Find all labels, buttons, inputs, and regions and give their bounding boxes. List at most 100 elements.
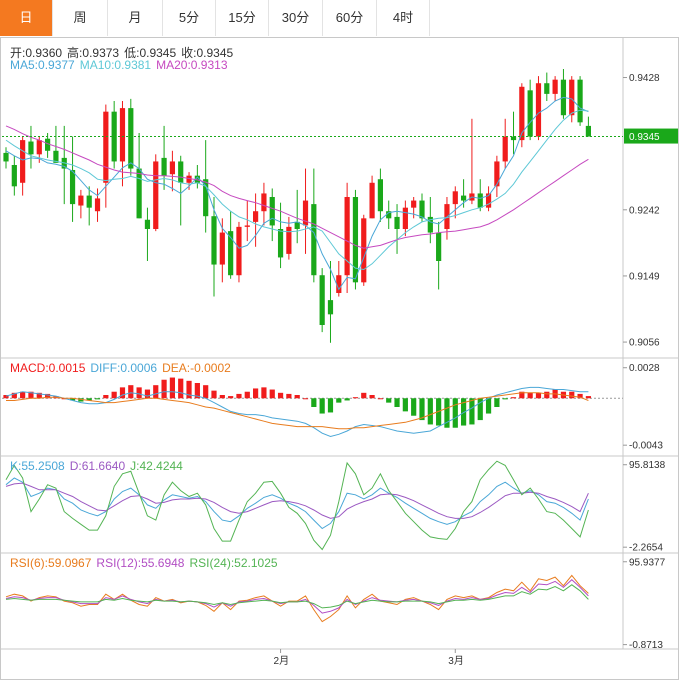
candle-body [153,161,159,229]
macd-bar [261,387,267,399]
candle-body [219,232,225,265]
tab-5[interactable]: 30分 [269,0,323,36]
rsi-legend-item-1: RSI(12):55.6948 [96,556,184,570]
ohlc-legend-item-1: 高:0.9373 [67,46,119,60]
macd-bar [228,396,234,399]
candle-body [319,275,325,325]
candle-body [585,125,591,137]
tab-3[interactable]: 5分 [163,0,216,36]
macd-bar [236,393,242,399]
macd-bar [402,398,408,412]
macd-bar [502,398,508,400]
rsi24-line [5,584,589,609]
candle-body [53,150,59,163]
macd-bar [336,398,342,403]
candle-body [36,140,42,155]
candle-body [78,195,84,206]
macd-legend-label: DEA: [162,361,191,375]
macd-legend-label: MACD: [10,361,49,375]
rsi6-line [5,574,589,623]
candle-body [502,136,508,162]
ma-legend-item-2: MA20:0.9313 [156,58,227,72]
candle-body [527,90,533,137]
ohlc-legend: 开:0.9360 高:0.9373 低:0.9345 收:0.9345 [10,44,238,61]
macd-bar [294,395,300,399]
macd-bar [3,395,9,399]
tab-7[interactable]: 4时 [377,0,430,36]
candle-body [144,219,151,229]
ohlc-legend-value: 0.9373 [82,46,120,60]
macd-bar [128,385,134,399]
candle-body [452,191,458,205]
candle-body [203,179,209,217]
rsi-tick-label: 95.9377 [629,557,666,568]
macd-bar [169,377,175,399]
macd-bar [219,395,225,399]
macd-legend-value: 0.0006 [120,361,158,375]
candle-body [277,229,284,258]
ohlc-legend-value: 0.9345 [139,46,177,60]
macd-bar [419,398,425,421]
candle-body [544,83,550,94]
last-price-label: 0.9345 [629,132,660,143]
macd-bar [577,393,583,399]
rsi-legend-value: 52.1025 [234,556,278,570]
tab-2[interactable]: 月 [108,0,163,36]
tab-6[interactable]: 60分 [323,0,377,36]
ohlc-legend-item-0: 开:0.9360 [10,46,62,60]
candle-body [510,136,517,141]
macd-bar [161,379,167,399]
macd-bar [178,378,184,399]
macd-bar [136,387,142,399]
ma-legend-item-1: MA10:0.9381 [80,58,151,72]
candle-body [103,111,109,183]
ohlc-legend-value: 0.9345 [196,46,234,60]
candle-body [3,152,9,162]
candle-body [352,197,359,283]
ohlc-legend-label: 开: [10,46,26,60]
rsi-legend: RSI(6):59.0967 RSI(12):55.6948 RSI(24):52.… [10,556,283,570]
tab-1[interactable]: 周 [53,0,108,36]
macd-bar [469,398,475,425]
macd-bar [211,390,217,399]
rsi-legend-label: RSI(12): [96,556,142,570]
macd-bar [144,389,151,399]
macd-bar [36,392,42,399]
candle-body [128,108,134,169]
kdj-legend-label: K: [10,459,22,473]
ma-legend-value: 0.9377 [38,58,75,72]
candle-body [286,226,292,254]
candle-body [161,157,167,176]
tab-0[interactable]: 日 [0,0,53,36]
candle-body [311,204,317,276]
macd-bar [119,387,126,399]
rsi-legend-label: RSI(6): [10,556,49,570]
macd-bar [94,398,101,400]
candle-body [178,161,184,183]
candle-body [186,175,192,183]
candle-body [11,165,17,187]
tab-4[interactable]: 15分 [216,0,269,36]
candle-body [119,108,126,162]
macd-bar [544,391,550,399]
ma-legend-label: MA10: [79,58,115,72]
macd-bar [510,397,517,399]
ohlc-legend-value: 0.9360 [25,46,63,60]
candle-body [461,195,467,201]
k-line [5,477,589,530]
last-price-tag [624,128,678,144]
macd-bar [111,391,117,399]
macd-bar [394,398,400,407]
macd-bar [444,398,450,428]
rsi-legend-value: 55.6948 [141,556,185,570]
candle-body [419,200,425,219]
macd-bar [286,393,292,399]
d-line [5,482,589,519]
candle-body [344,197,350,276]
kdj-legend-item-2: J:42.4244 [130,459,183,473]
candle-body [411,200,417,208]
period-tab-bar: 日周月 5分 15分 30分 60分 4时 [0,0,679,38]
candle-body [294,221,300,229]
price-tick-label: 0.9428 [629,73,660,84]
candle-body [519,86,525,141]
